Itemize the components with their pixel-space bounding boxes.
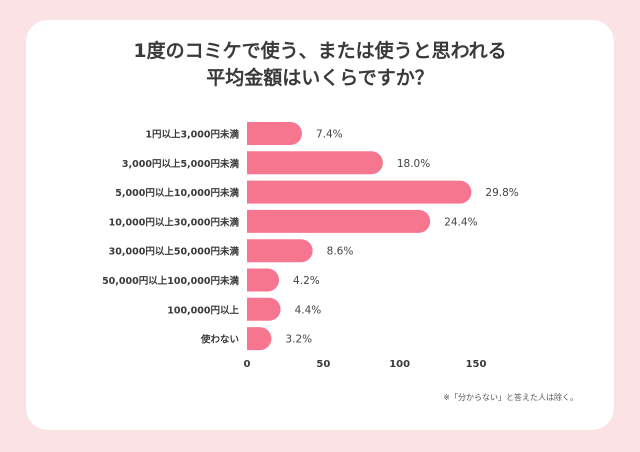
title-line-2: 平均金額はいくらですか？ (206, 67, 434, 89)
bar-1 (247, 122, 302, 145)
value-label-7: 4.4% (295, 304, 322, 316)
category-label-7: 100,000円以上 (167, 304, 239, 316)
value-label-3: 29.8% (485, 187, 518, 199)
category-label-3: 5,000円以上10,000円未満 (115, 187, 239, 199)
chart-title: 1度のコミケで使う、または使うと思われる 平均金額はいくらですか？ (0, 38, 640, 92)
category-label-8: 使わない (200, 334, 239, 346)
value-label-6: 4.2% (293, 275, 320, 287)
category-label-4: 10,000円以上30,000円未満 (109, 216, 240, 228)
bar-7 (247, 297, 281, 321)
value-label-4: 24.4% (444, 216, 477, 228)
value-label-1: 7.4% (316, 129, 343, 141)
value-label-8: 3.2% (285, 334, 312, 346)
category-label-1: 1円以上3,000円未満 (145, 129, 239, 141)
x-tick-label-2: 50 (316, 359, 330, 370)
title-line-1: 1度のコミケで使う、または使うと思われる (133, 40, 507, 62)
bar-8 (247, 327, 272, 351)
x-tick-label-1: 0 (244, 359, 251, 370)
bar-5 (247, 239, 313, 263)
category-label-2: 3,000円以上5,000円未満 (122, 158, 240, 170)
bar-6 (247, 268, 280, 292)
footnote: ※「分からない」と答えた人は除く。 (443, 393, 578, 402)
value-label-5: 8.6% (327, 246, 354, 258)
x-tick-label-3: 100 (389, 359, 410, 370)
bar-2 (247, 151, 383, 175)
category-label-5: 30,000円以上50,000円未満 (109, 246, 240, 258)
bar-4 (247, 209, 431, 233)
value-label-2: 18.0% (397, 158, 430, 170)
bar-3 (247, 180, 472, 204)
category-label-6: 50,000円以上100,000円未満 (102, 275, 239, 287)
x-tick-label-4: 150 (466, 359, 487, 370)
